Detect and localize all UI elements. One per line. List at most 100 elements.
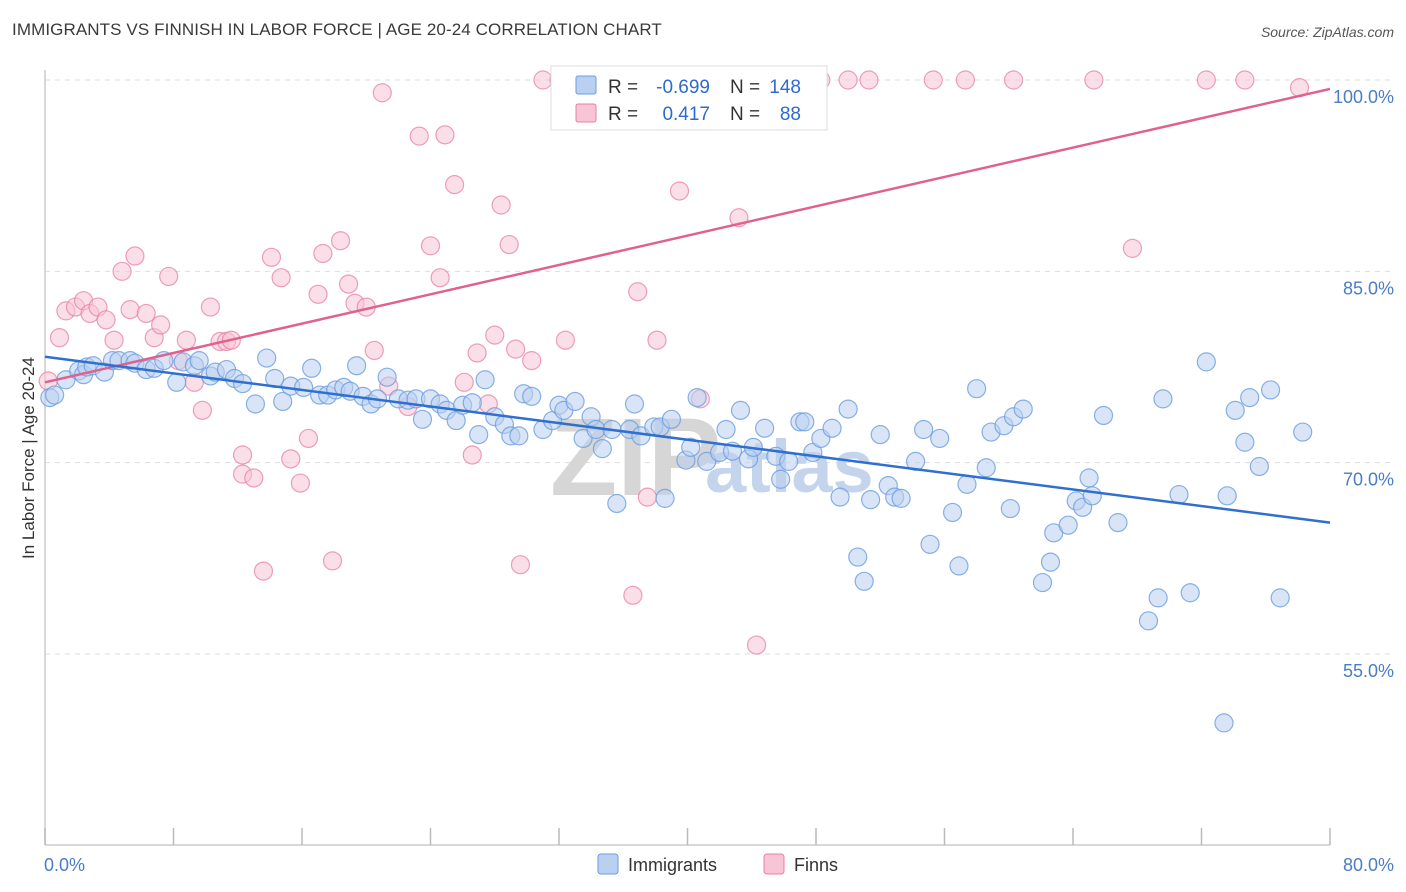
- finns-point-80: [838, 70, 858, 90]
- immigrants-point-136: [1217, 486, 1237, 506]
- immigrants-point-107: [920, 534, 940, 554]
- finns-point-14: [151, 315, 171, 335]
- immigrants-point-58: [522, 386, 542, 406]
- finns-point-58: [522, 351, 542, 371]
- finns-point-31: [290, 473, 310, 493]
- y-tick-label-85: 85.0%: [1343, 278, 1394, 298]
- finns-point-46: [430, 268, 450, 288]
- finns-point-40: [364, 340, 384, 361]
- immigrants-point-56: [509, 426, 529, 446]
- finns-point-54: [491, 195, 511, 215]
- finns-point-55: [499, 234, 519, 255]
- finns-r-value: 0.417: [662, 104, 710, 125]
- immigrants-point-132: [1169, 484, 1189, 505]
- finns-point-19: [192, 400, 213, 420]
- finns-point-87: [1196, 70, 1216, 90]
- finns-point-65: [623, 585, 643, 605]
- finns-point-27: [253, 561, 274, 581]
- immigrants-point-106: [914, 419, 934, 440]
- finns-point-83: [955, 70, 975, 90]
- immigrants-point-82: [716, 419, 736, 440]
- finns-trend-line: [44, 87, 1331, 384]
- finns-n-value: 88: [780, 104, 801, 125]
- finns-point-49: [454, 372, 474, 392]
- immigrants-point-40: [377, 367, 397, 387]
- finns-point-70: [669, 181, 690, 201]
- immigrants-point-52: [475, 370, 495, 390]
- x-ticks: [44, 828, 1331, 845]
- immigrants-point-25: [257, 348, 277, 368]
- immigrants-point-120: [1040, 552, 1061, 572]
- immigrants-point-137: [1225, 400, 1245, 420]
- finns-point-45: [420, 236, 441, 256]
- immigrants-point-76: [661, 409, 682, 429]
- finns-n-label: N =: [730, 104, 760, 125]
- immigrants-point-143: [1293, 422, 1313, 442]
- finns-swatch: [575, 103, 597, 123]
- finns-point-67: [637, 487, 657, 507]
- finns-point-77: [746, 635, 767, 655]
- immigrants-point-69: [607, 493, 627, 514]
- immigrants-point-44: [412, 409, 433, 429]
- x-tick-label-min: 0.0%: [44, 855, 85, 875]
- y-axis-label: In Labor Force | Age 20-24: [19, 357, 38, 559]
- immigrants-point-1: [45, 385, 65, 405]
- immigrants-point-112: [967, 379, 987, 399]
- legend-immigrants-label: Immigrants: [628, 855, 717, 875]
- immigrants-point-90: [779, 451, 799, 471]
- x-tick-label-max: 80.0%: [1343, 855, 1394, 875]
- trend-lines: [44, 87, 1331, 524]
- immigrants-n-value: 148: [769, 77, 801, 98]
- y-tick-label-100: 100.0%: [1333, 87, 1394, 107]
- immigrants-point-29: [294, 377, 314, 398]
- finns-point-33: [308, 284, 328, 304]
- immigrants-point-141: [1260, 380, 1281, 400]
- chart-title: IMMIGRANTS VS FINNISH IN LABOR FORCE | A…: [12, 20, 662, 39]
- immigrants-point-134: [1196, 352, 1216, 372]
- immigrants-r-label: R =: [608, 77, 638, 98]
- finns-point-86: [1122, 238, 1143, 258]
- immigrants-point-128: [1108, 513, 1128, 533]
- immigrants-point-79: [687, 388, 707, 408]
- immigrants-point-96: [830, 487, 850, 507]
- series-legend: Immigrants Finns: [597, 853, 838, 875]
- finns-point-66: [628, 282, 648, 302]
- immigrants-point-104: [891, 488, 911, 508]
- finns-point-28: [261, 247, 282, 267]
- immigrants-point-87: [754, 418, 775, 438]
- immigrants-point-108: [930, 428, 950, 449]
- finns-point-51: [467, 343, 487, 363]
- finns-point-37: [338, 274, 359, 294]
- finns-point-59: [533, 70, 553, 90]
- finns-point-34: [313, 243, 333, 264]
- finns-r-label: R =: [608, 104, 638, 125]
- finns-point-88: [1235, 70, 1255, 90]
- immigrants-point-125: [1079, 468, 1099, 488]
- immigrants-point-130: [1148, 588, 1168, 608]
- y-tick-label-55: 55.0%: [1343, 661, 1394, 681]
- source-credit: Source: ZipAtlas.com: [1260, 24, 1394, 40]
- finns-point-84: [1003, 70, 1024, 90]
- finns-point-11: [125, 246, 145, 266]
- finns-point-17: [176, 330, 196, 350]
- finns-point-7: [96, 310, 116, 330]
- finns-point-81: [859, 70, 879, 90]
- immigrants-point-71: [624, 394, 645, 414]
- immigrants-point-30: [302, 358, 322, 378]
- finns-point-57: [510, 555, 531, 575]
- finns-point-1: [49, 328, 70, 348]
- immigrants-point-18: [189, 351, 209, 371]
- immigrants-point-75: [655, 488, 675, 508]
- finns-point-24: [232, 445, 253, 465]
- finns-point-61: [555, 330, 576, 350]
- finns-point-10: [120, 300, 140, 320]
- immigrants-point-131: [1153, 389, 1173, 409]
- immigrants-r-value: -0.699: [656, 77, 710, 98]
- immigrants-point-126: [1082, 486, 1102, 506]
- finns-point-53: [485, 325, 505, 345]
- watermark-main: ZIP: [550, 396, 721, 519]
- finns-point-56: [506, 339, 526, 359]
- finns-point-85: [1084, 70, 1104, 90]
- finns-point-44: [409, 126, 429, 146]
- immigrants-point-138: [1235, 432, 1255, 452]
